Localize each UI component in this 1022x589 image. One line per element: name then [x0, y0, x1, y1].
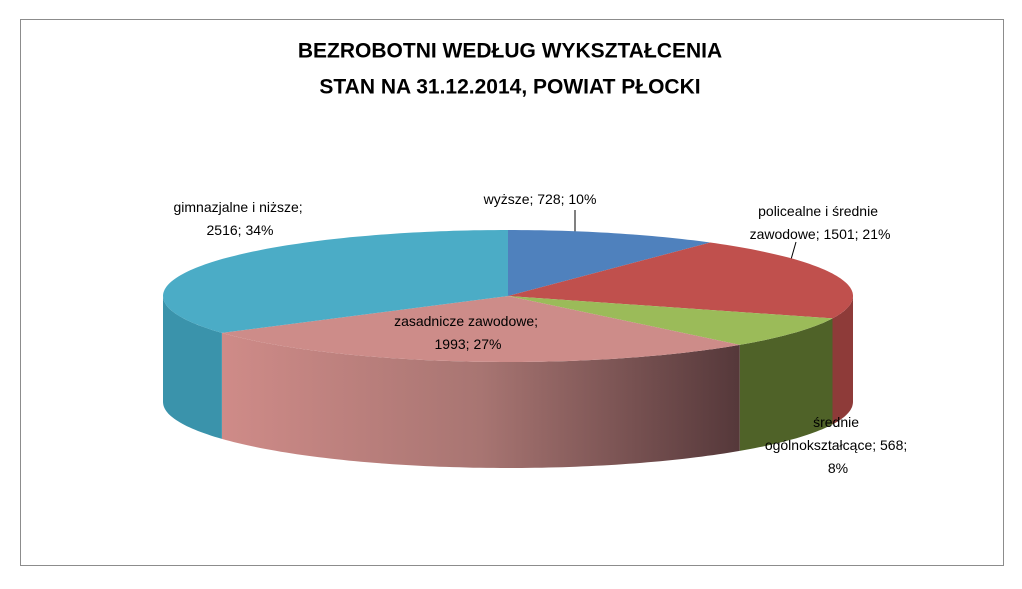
slice [508, 230, 711, 296]
slice-side [832, 296, 853, 425]
data-label-line: średnie [813, 414, 863, 430]
data-label-line: ogólnokształcące; 568; [765, 437, 911, 453]
data-label-line: gimnazjalne i niższe; [173, 199, 306, 215]
slice [508, 242, 853, 319]
data-label: gimnazjalne i niższe; 2516; 34% [173, 199, 306, 238]
data-label: policealne i średnie zawodowe; 1501; 21% [750, 203, 891, 242]
data-label-line: policealne i średnie [758, 203, 882, 219]
data-label-line: wyższe; 728; 10% [483, 191, 597, 207]
slice [508, 296, 833, 345]
data-label: średnie ogólnokształcące; 568; 8% [765, 414, 911, 476]
slice [221, 296, 740, 362]
data-label-line: zawodowe; 1501; 21% [750, 226, 891, 242]
slice-side [221, 332, 740, 468]
slice-side [739, 318, 833, 451]
slice-side [163, 296, 222, 439]
slice [163, 230, 508, 333]
data-label-line: zasadnicze zawodowe; [394, 313, 542, 329]
data-label-line: 1993; 27% [435, 336, 502, 352]
data-label-line: 8% [828, 460, 848, 476]
chart-title: BEZROBOTNI WEDŁUG WYKSZTAŁCENIA [298, 40, 722, 63]
data-label: zasadnicze zawodowe; 1993; 27% [394, 313, 542, 352]
data-label: wyższe; 728; 10% [483, 191, 597, 207]
chart-title: STAN NA 31.12.2014, POWIAT PŁOCKI [319, 76, 700, 99]
data-label-line: 2516; 34% [207, 222, 274, 238]
